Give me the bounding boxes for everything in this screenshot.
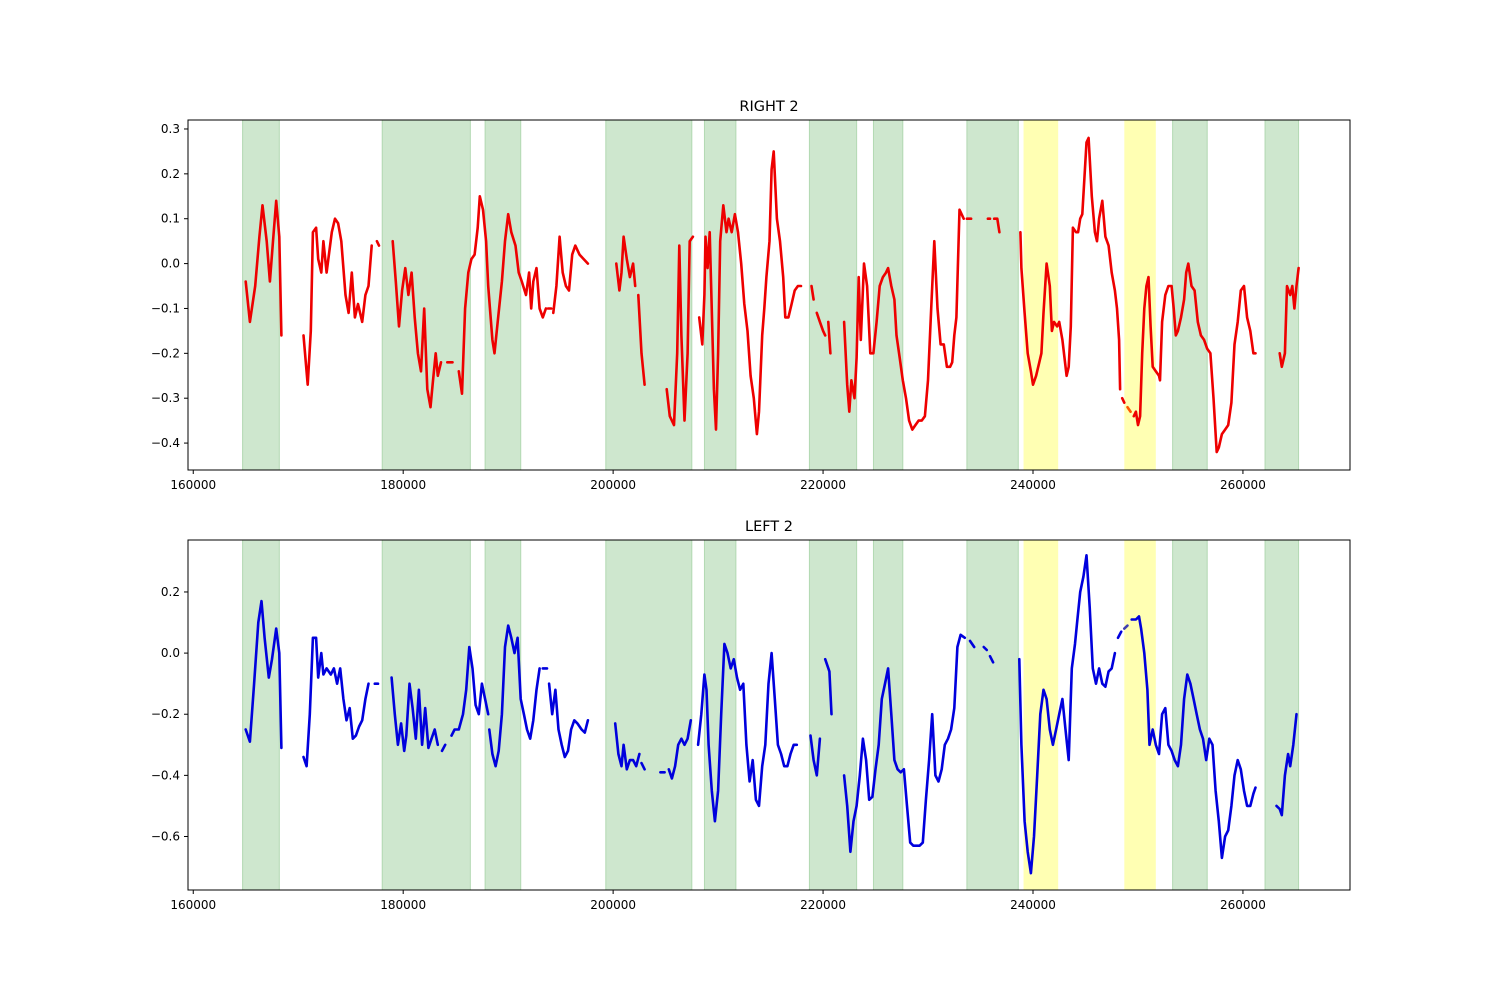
left-2-green-band-9 (1172, 539, 1208, 891)
right-2-y-tick-label-7: 0.3 (161, 122, 180, 136)
right-2-panel: RIGHT 2 160000 180000 200000 220000 240000 26… (151, 99, 1351, 492)
right-2-green-band-5 (808, 119, 858, 471)
right-2-line-segment-2 (375, 239, 381, 247)
right-2-line-segment-3 (391, 239, 443, 409)
right-2-green-band-1 (381, 119, 471, 471)
right-2-line-segment-20 (1120, 396, 1126, 404)
left-2-x-tick-label-2: 200000 (590, 898, 636, 912)
right-2-line-segment-21 (1126, 405, 1132, 413)
left-2-green-band-3 (605, 539, 693, 891)
left-2-x-tick-label-1: 180000 (380, 898, 426, 912)
left-2-line-segment-20 (1018, 554, 1117, 875)
right-2-title: RIGHT 2 (739, 99, 798, 115)
right-2-line-segment-11 (697, 150, 803, 436)
left-2-yellow-band-1 (1124, 540, 1156, 890)
right-2-bands (242, 119, 1300, 471)
right-2-axes: 160000 180000 200000 220000 240000 260000 −0.4… (151, 119, 1351, 492)
right-2-line-segment-23 (1278, 266, 1300, 369)
right-2-line-segment-18 (992, 217, 1001, 234)
right-2-green-band-0 (242, 119, 280, 471)
left-2-green-band-6 (872, 539, 904, 891)
left-2-x-tick-label-3: 220000 (800, 898, 846, 912)
right-2-line-segment-9 (637, 293, 646, 386)
left-2-green-band-8 (1264, 539, 1300, 891)
left-2-line-segment-8 (547, 682, 590, 759)
right-2-line-segment-8 (615, 235, 637, 292)
left-2-line-segment-18 (982, 645, 989, 652)
left-2-axes: 160000 180000 200000 220000 240000 260000 −0.6… (151, 539, 1351, 912)
left-2-line-segment-9 (613, 722, 641, 771)
left-2-line-segment-1 (302, 636, 370, 768)
right-2-line-segment-10 (665, 235, 695, 427)
right-2-axes-frame (187, 119, 1351, 471)
right-2-line-segment-14 (827, 320, 832, 355)
left-2-line-segment-17 (968, 639, 976, 649)
left-2-x-tick-label-0: 160000 (170, 898, 216, 912)
right-2-x-tick-label-4: 240000 (1010, 478, 1056, 492)
left-2-line-segment-13 (696, 642, 799, 823)
right-2-y-tick-label-3: −0.1 (151, 301, 180, 315)
left-2-green-band-7 (966, 539, 1019, 891)
right-2-x-tick-label-5: 260000 (1220, 478, 1266, 492)
left-2-green-band-5 (808, 539, 858, 891)
right-2-green-band-9 (1172, 119, 1208, 471)
right-2-green-band-2 (484, 119, 522, 471)
left-2-line-segment-5 (450, 645, 490, 737)
left-2-line-segment-10 (640, 761, 646, 771)
right-2-y-tick-label-5: 0.1 (161, 212, 180, 226)
right-2-y-tick-label-0: −0.4 (151, 436, 180, 450)
left-2-y-tick-label-0: −0.6 (151, 830, 180, 844)
right-2-line-segment-22 (1132, 262, 1257, 454)
left-2-y-tick-label-4: 0.2 (161, 585, 180, 599)
right-2-y-tick-label-2: −0.2 (151, 346, 180, 360)
right-2-line-segment-7 (552, 235, 590, 315)
left-2-line-segment-6 (488, 624, 541, 768)
right-2-y-tick-label-4: 0.0 (161, 257, 180, 271)
left-2-axes-frame (187, 539, 1351, 891)
right-2-line-segment-5 (457, 195, 548, 395)
left-2-line-segment-21 (1116, 630, 1123, 640)
left-2-line-segment-24 (1275, 712, 1298, 817)
right-2-line-segment-19 (1019, 136, 1122, 391)
left-2-line-segment-14 (809, 734, 822, 777)
right-2-line-segment-1 (302, 217, 373, 386)
left-2-line-segment-19 (988, 654, 995, 664)
right-2-line-segment-0 (244, 199, 283, 337)
right-2-line-segment-15 (842, 208, 965, 431)
left-2-line-segment-22 (1123, 624, 1129, 630)
left-2-line-segment-0 (244, 599, 283, 750)
right-2-line-segment-12 (810, 284, 815, 301)
left-2-line-segment-16 (842, 633, 967, 854)
right-2-line-segment-13 (815, 311, 827, 337)
left-2-title: LEFT 2 (745, 519, 793, 535)
right-2-x-tick-label-0: 160000 (170, 478, 216, 492)
left-2-series (244, 554, 1298, 875)
left-2-y-tick-label-2: −0.2 (151, 707, 180, 721)
right-2-x-tick-label-1: 180000 (380, 478, 426, 492)
right-2-y-tick-label-1: −0.3 (151, 391, 180, 405)
left-2-x-tick-label-4: 240000 (1010, 898, 1056, 912)
right-2-x-tick-label-2: 200000 (590, 478, 636, 492)
left-2-green-band-0 (242, 539, 280, 891)
right-2-series (244, 136, 1300, 454)
left-2-line-segment-3 (390, 676, 440, 753)
left-2-line-segment-12 (667, 719, 693, 780)
left-2-line-segment-23 (1130, 615, 1257, 860)
left-2-y-tick-label-1: −0.4 (151, 768, 180, 782)
right-2-y-tick-label-6: 0.2 (161, 167, 180, 181)
right-2-green-band-7 (966, 119, 1019, 471)
left-2-bands (242, 539, 1300, 891)
right-2-x-tick-label-3: 220000 (800, 478, 846, 492)
left-2-panel: LEFT 2 160000 180000 200000 220000 240000 260… (151, 519, 1351, 912)
left-2-line-segment-15 (823, 657, 833, 716)
right-2-yellow-band-0 (1023, 120, 1059, 470)
left-2-line-segment-4 (440, 743, 447, 753)
left-2-y-tick-label-3: 0.0 (161, 646, 180, 660)
left-2-x-tick-label-5: 260000 (1220, 898, 1266, 912)
